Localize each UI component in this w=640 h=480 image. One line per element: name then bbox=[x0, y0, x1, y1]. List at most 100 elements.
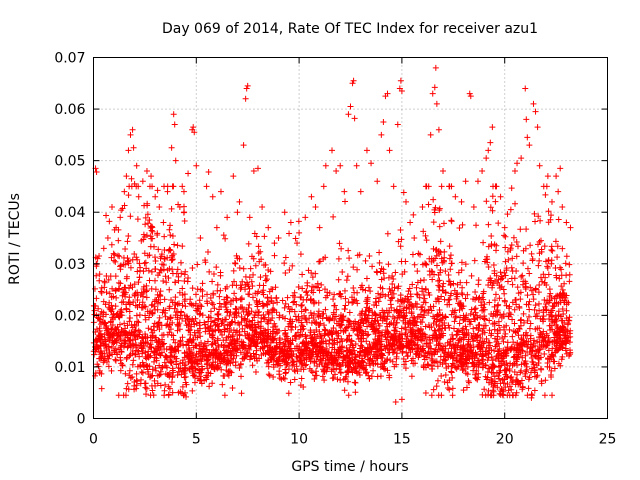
data-point bbox=[160, 331, 167, 338]
data-point bbox=[141, 250, 148, 257]
data-point bbox=[94, 337, 101, 344]
data-point bbox=[226, 328, 233, 335]
data-point bbox=[272, 361, 279, 368]
plot-frame bbox=[93, 57, 608, 419]
data-point bbox=[223, 334, 230, 341]
data-point bbox=[169, 389, 176, 396]
data-point bbox=[266, 372, 273, 379]
data-point bbox=[398, 298, 405, 305]
data-point bbox=[208, 362, 215, 369]
data-point bbox=[252, 262, 259, 269]
data-point bbox=[151, 243, 158, 250]
data-point bbox=[129, 126, 136, 133]
data-point bbox=[332, 328, 339, 335]
data-point bbox=[197, 310, 204, 317]
data-point bbox=[206, 383, 213, 390]
data-point bbox=[154, 187, 161, 194]
data-point bbox=[148, 302, 155, 309]
data-point bbox=[394, 285, 401, 292]
data-point bbox=[525, 385, 532, 392]
data-point bbox=[386, 374, 393, 381]
data-point bbox=[542, 301, 549, 308]
data-point bbox=[238, 390, 245, 397]
data-point bbox=[318, 359, 325, 366]
data-point bbox=[96, 327, 103, 334]
data-point bbox=[409, 302, 416, 309]
data-point bbox=[488, 353, 495, 360]
data-point bbox=[427, 303, 434, 310]
data-point bbox=[302, 214, 309, 221]
data-point bbox=[508, 242, 515, 249]
data-point bbox=[154, 300, 161, 307]
data-point bbox=[166, 286, 173, 293]
data-point bbox=[559, 245, 566, 252]
data-point bbox=[217, 328, 224, 335]
data-point bbox=[518, 273, 525, 280]
data-point bbox=[313, 362, 320, 369]
data-point bbox=[502, 233, 509, 240]
data-point bbox=[157, 293, 164, 300]
data-point bbox=[224, 294, 231, 301]
data-point bbox=[322, 338, 329, 345]
data-point bbox=[488, 233, 495, 240]
data-point bbox=[497, 269, 504, 276]
data-point bbox=[183, 341, 190, 348]
data-point bbox=[551, 358, 558, 365]
data-point bbox=[532, 313, 539, 320]
data-point bbox=[221, 392, 228, 399]
data-point bbox=[366, 340, 373, 347]
data-point bbox=[269, 345, 276, 352]
data-point bbox=[428, 307, 435, 314]
data-point bbox=[390, 183, 397, 190]
data-point bbox=[532, 286, 539, 293]
data-point bbox=[487, 204, 494, 211]
data-point bbox=[469, 360, 476, 367]
data-point bbox=[429, 366, 436, 373]
data-point bbox=[366, 375, 373, 382]
data-point bbox=[285, 390, 292, 397]
x-tick-label: 5 bbox=[192, 432, 201, 448]
data-point bbox=[289, 262, 296, 269]
data-point bbox=[254, 339, 261, 346]
data-point bbox=[549, 345, 556, 352]
data-point bbox=[302, 307, 309, 314]
data-point bbox=[214, 281, 221, 288]
data-point bbox=[472, 289, 479, 296]
data-point bbox=[435, 392, 442, 399]
data-point bbox=[179, 243, 186, 250]
data-point bbox=[303, 347, 310, 354]
data-point bbox=[560, 311, 567, 318]
data-point bbox=[342, 373, 349, 380]
data-point bbox=[253, 233, 260, 240]
data-point bbox=[105, 276, 112, 283]
data-point bbox=[186, 321, 193, 328]
data-point bbox=[204, 291, 211, 298]
data-point bbox=[195, 366, 202, 373]
data-point bbox=[464, 291, 471, 298]
data-point bbox=[239, 278, 246, 285]
data-point bbox=[420, 292, 427, 299]
data-point bbox=[409, 251, 416, 258]
data-point bbox=[156, 350, 163, 357]
data-point bbox=[262, 277, 269, 284]
data-point bbox=[91, 285, 98, 292]
data-point bbox=[428, 392, 435, 399]
data-point bbox=[201, 321, 208, 328]
data-point bbox=[475, 281, 482, 288]
data-point bbox=[349, 357, 356, 364]
data-point bbox=[265, 309, 272, 316]
data-point bbox=[209, 193, 216, 200]
data-point bbox=[513, 347, 520, 354]
data-point bbox=[429, 276, 436, 283]
data-point bbox=[194, 307, 201, 314]
data-point bbox=[180, 203, 187, 210]
data-point bbox=[237, 349, 244, 356]
data-point bbox=[442, 268, 449, 275]
data-point bbox=[542, 191, 549, 198]
data-point bbox=[494, 333, 501, 340]
data-point bbox=[93, 338, 100, 345]
data-point bbox=[295, 284, 302, 291]
data-point bbox=[112, 303, 119, 310]
data-point bbox=[556, 275, 563, 282]
data-point bbox=[93, 168, 100, 175]
